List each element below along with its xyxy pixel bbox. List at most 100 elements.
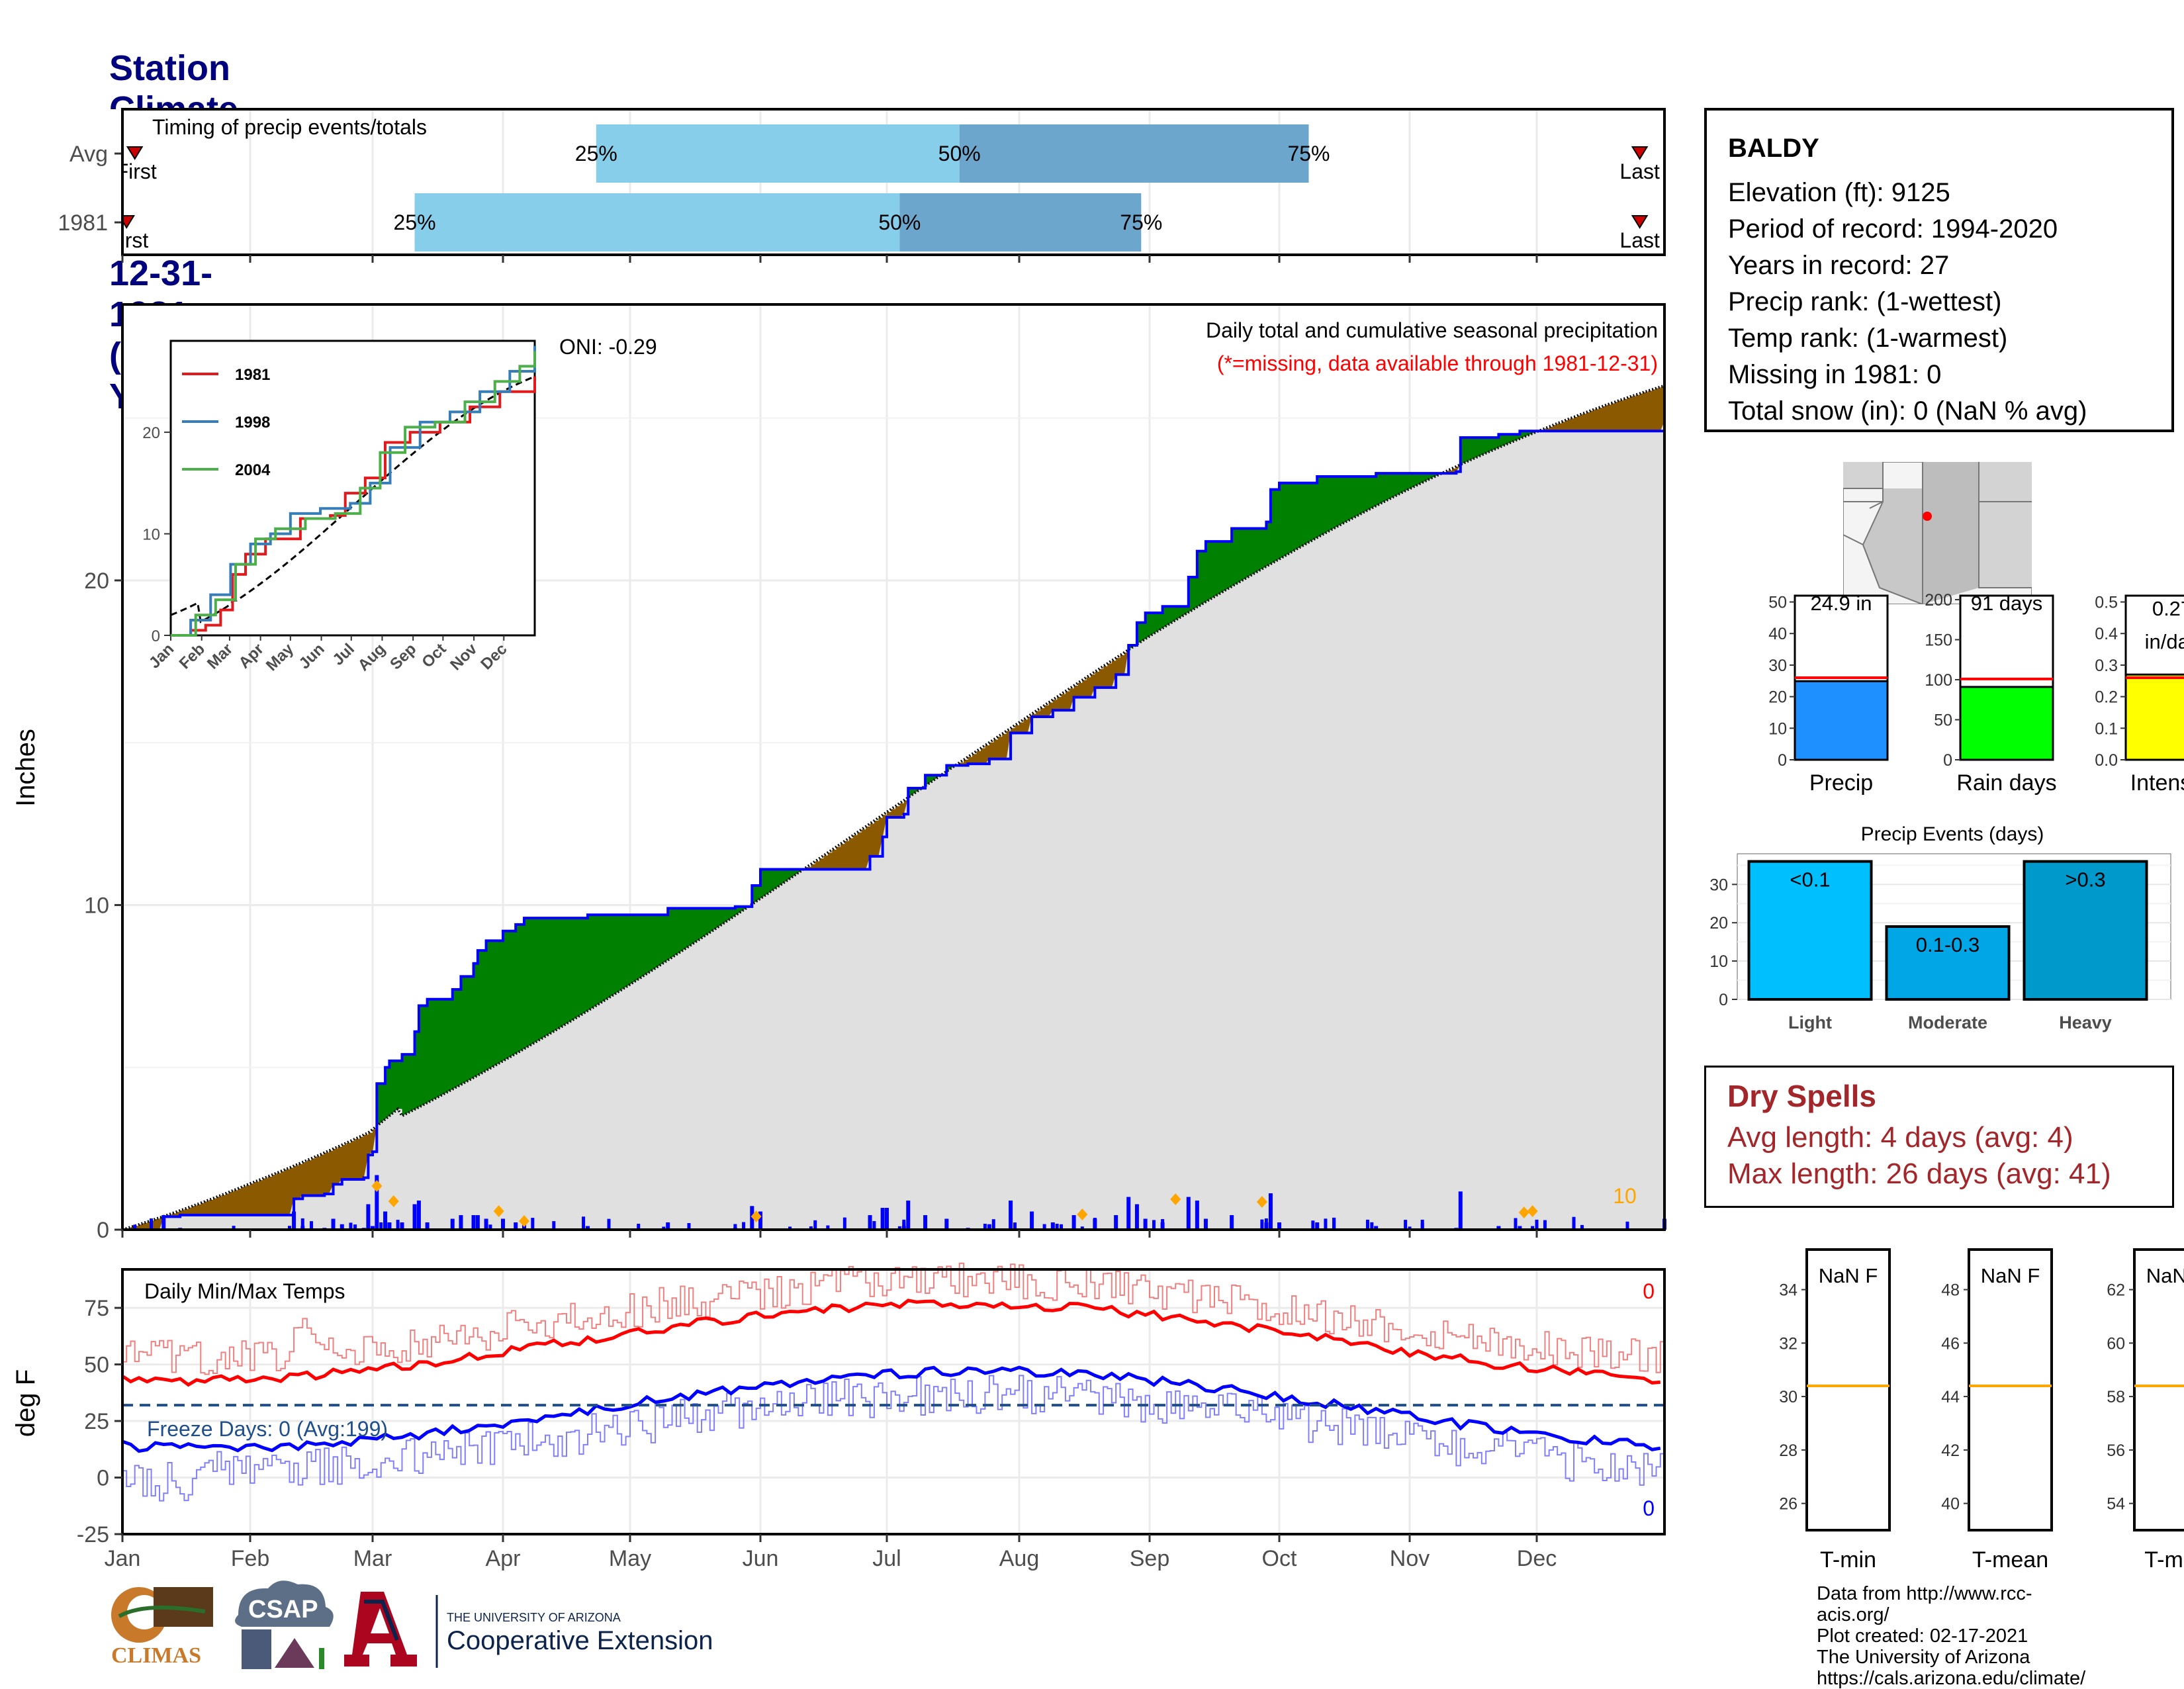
precip-departure-fill	[1570, 418, 1574, 431]
precip-departure-fill	[1376, 473, 1381, 506]
precip-departure-fill	[503, 931, 508, 1061]
temp-bar-value-label: NaN F	[2146, 1264, 2184, 1287]
summary-bar-value-label: 91 days	[1971, 592, 2043, 615]
daily-precip-bar	[1204, 1220, 1207, 1230]
precip-departure-fill	[1019, 723, 1024, 733]
summary-bar-tick-label: 0.0	[2095, 751, 2118, 770]
precip-departure-fill	[250, 1183, 255, 1215]
precip-departure-fill	[1406, 473, 1410, 491]
precip-departure-fill	[1201, 551, 1206, 605]
daily-precip-bar	[885, 1208, 889, 1230]
precip-departure-fill	[570, 918, 575, 1021]
precip-departure-fill	[1388, 473, 1393, 499]
precip-departure-fill	[981, 749, 985, 764]
events-y-tick-label: 30	[1709, 876, 1728, 894]
precip-departure-fill	[453, 989, 457, 1089]
precip-departure-fill	[1074, 686, 1079, 698]
precip-departure-fill	[1262, 528, 1267, 569]
precip-departure-fill	[567, 918, 571, 1024]
temp-bar-tick-label: 42	[1941, 1441, 1960, 1460]
precip-departure-fill	[1367, 477, 1372, 510]
precip-departure-fill	[461, 976, 465, 1084]
precip-departure-fill	[1116, 658, 1120, 674]
precip-departure-fill	[381, 1083, 386, 1122]
temp-y-tick-label: 50	[84, 1353, 109, 1378]
precip-departure-fill	[444, 999, 449, 1094]
precip-departure-fill	[1615, 402, 1619, 431]
precip-departure-fill	[693, 908, 698, 943]
precip-departure-fill	[832, 850, 837, 870]
precip-departure-fill	[499, 940, 504, 1063]
precip-departure-fill	[1103, 666, 1108, 688]
precip-departure-fill	[1477, 437, 1482, 457]
events-y-tick-label: 0	[1719, 991, 1728, 1009]
precip-departure-fill	[298, 1164, 303, 1199]
csap-logo: CSAP	[235, 1580, 334, 1669]
precip-departure-fill	[1381, 473, 1385, 504]
precip-departure-fill	[221, 1195, 226, 1215]
precip-departure-fill	[1640, 394, 1645, 432]
precip-departure-fill	[588, 915, 592, 1011]
inset-y-tick-label: 20	[142, 424, 160, 442]
temp-bar-frame	[2134, 1250, 2184, 1530]
precip-departure-fill	[1283, 483, 1288, 557]
precip-departure-fill	[277, 1173, 281, 1214]
temp-y-tick-label: 25	[84, 1409, 109, 1434]
precip-departure-fill	[1490, 437, 1495, 451]
precip-departure-fill	[1253, 528, 1258, 574]
precip-departure-fill	[1627, 398, 1632, 432]
precip-departure-fill	[272, 1175, 277, 1215]
precip-departure-fill	[512, 931, 516, 1056]
dry-spells-title: Dry Spells	[1727, 1073, 2172, 1119]
summary-bar-tick-label: 100	[1925, 671, 1952, 690]
month-tick-label: Dec	[1517, 1546, 1557, 1571]
precip-departure-fill	[1322, 477, 1326, 535]
summary-bar-fill	[1960, 687, 2053, 760]
precip-departure-fill	[1087, 677, 1091, 697]
temp-plot-area	[122, 1269, 1664, 1534]
precip-departure-fill	[613, 915, 617, 995]
precip-departure-fill	[680, 908, 685, 952]
precip-departure-fill	[1465, 437, 1469, 463]
precip-departure-fill	[324, 1153, 329, 1194]
precip-departure-fill	[1334, 477, 1339, 528]
precip-departure-fill	[1210, 541, 1214, 599]
precip-departure-fill	[267, 1177, 272, 1215]
precip-departure-fill	[1578, 416, 1582, 432]
precip-departure-fill	[410, 1054, 415, 1111]
daily-precip-bar	[531, 1218, 534, 1230]
precip-departure-fill	[655, 915, 660, 968]
precip-departure-fill	[621, 915, 626, 989]
temp-bar-tick-label: 30	[1779, 1388, 1797, 1406]
precip-departure-fill	[238, 1189, 242, 1215]
precip-events-chart: Precip Events (days)<0.1Light0.1-0.3Mode…	[1681, 814, 2184, 1039]
ua-logo-top-text: THE UNIVERSITY OF ARIZONA	[447, 1611, 621, 1624]
precip-departure-fill	[406, 1054, 411, 1114]
precip-departure-fill	[537, 918, 541, 1041]
precip-departure-fill	[432, 999, 436, 1101]
month-tick-label: Sep	[1130, 1546, 1170, 1571]
month-tick-label: Oct	[1262, 1546, 1297, 1571]
events-category-label: Light	[1788, 1013, 1832, 1032]
summary-bar-fill	[1795, 681, 1888, 760]
daily-precip-bar	[1144, 1219, 1148, 1230]
precip-departure-fill	[659, 915, 664, 966]
daily-precip-bar	[923, 1215, 927, 1230]
precip-departure-fill	[1082, 680, 1087, 698]
precip-departure-fill	[1607, 405, 1612, 432]
precip-departure-fill	[209, 1200, 214, 1215]
inset-legend-label: 2004	[235, 461, 271, 479]
month-tick-label: Nov	[1390, 1546, 1430, 1571]
precip-panel-header: Daily total and cumulative seasonal prec…	[1206, 318, 1658, 342]
precip-departure-fill	[1219, 541, 1224, 594]
daily-precip-bar	[843, 1218, 846, 1230]
precip-departure-fill	[844, 841, 849, 870]
precip-departure-fill	[1586, 412, 1591, 431]
precip-departure-fill	[828, 852, 833, 869]
daily-precip-bar	[1324, 1218, 1327, 1230]
precip-departure-fill	[710, 908, 715, 932]
daily-precip-bar	[396, 1220, 400, 1230]
precip-departure-fill	[689, 908, 694, 946]
events-y-tick-label: 20	[1709, 914, 1728, 933]
precip-departure-fill	[634, 915, 639, 981]
